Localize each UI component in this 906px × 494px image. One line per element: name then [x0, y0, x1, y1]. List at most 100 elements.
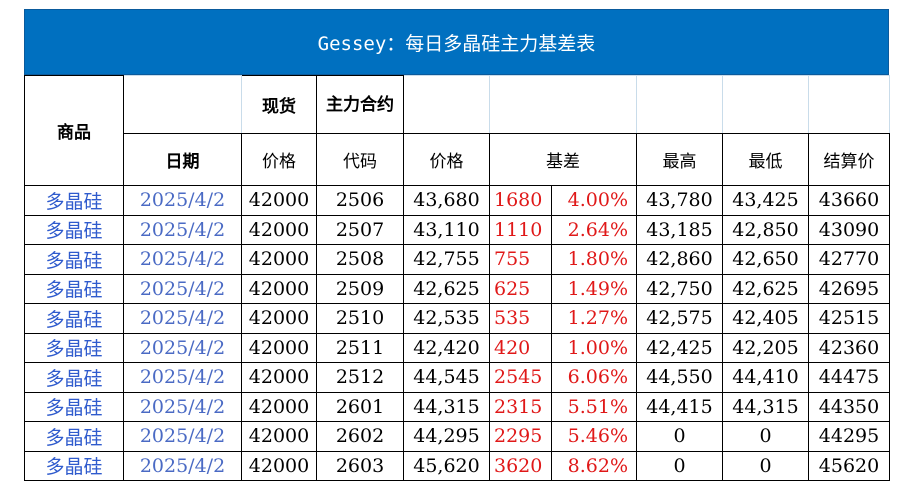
settle-cell: 42360 — [808, 332, 890, 363]
spot-price-cell: 42000 — [241, 362, 317, 393]
header-blank — [636, 75, 723, 134]
settle-cell: 44475 — [808, 362, 890, 393]
spot-price-cell: 42000 — [241, 214, 317, 245]
spot-price-cell: 42000 — [241, 332, 317, 363]
header-product: 商品 — [24, 75, 124, 186]
basis-percent-cell: 1.80% — [551, 244, 637, 275]
high-cell: 44,415 — [636, 391, 723, 422]
settle-cell: 42695 — [808, 273, 890, 304]
basis-percent-cell: 8.62% — [551, 450, 637, 481]
date-cell: 2025/4/2 — [123, 273, 242, 304]
settle-cell: 43090 — [808, 214, 890, 245]
table-row: 多晶硅 2025/4/2 42000 2601 44,315 2315 5.51% 44,41… — [24, 391, 890, 422]
product-cell: 多晶硅 — [24, 332, 124, 363]
low-cell: 42,650 — [722, 244, 809, 275]
date-cell: 2025/4/2 — [123, 450, 242, 481]
header-high: 最高 — [636, 133, 723, 186]
price-cell: 43,110 — [403, 214, 490, 245]
basis-percent-cell: 6.06% — [551, 362, 637, 393]
spot-price-cell: 42000 — [241, 185, 317, 216]
settle-cell: 45620 — [808, 450, 890, 481]
low-cell: 42,205 — [722, 332, 809, 363]
date-cell: 2025/4/2 — [123, 185, 242, 216]
basis-cell: 2315 — [489, 391, 552, 422]
table-title: Gessey：每日多晶硅主力基差表 — [24, 9, 889, 75]
low-cell: 0 — [722, 421, 809, 452]
contract-code-cell: 2603 — [316, 450, 404, 481]
low-cell: 44,410 — [722, 362, 809, 393]
low-cell: 44,315 — [722, 391, 809, 422]
date-cell: 2025/4/2 — [123, 421, 242, 452]
spot-price-cell: 42000 — [241, 391, 317, 422]
basis-percent-cell: 2.64% — [551, 214, 637, 245]
date-cell: 2025/4/2 — [123, 214, 242, 245]
high-cell: 42,860 — [636, 244, 723, 275]
table-row: 多晶硅 2025/4/2 42000 2507 43,110 1110 2.64% 43,18… — [24, 214, 890, 245]
table-row: 多晶硅 2025/4/2 42000 2602 44,295 2295 5.46% 0 0 442… — [24, 421, 890, 452]
product-cell: 多晶硅 — [24, 185, 124, 216]
low-cell: 42,405 — [722, 303, 809, 334]
spot-price-cell: 42000 — [241, 273, 317, 304]
contract-code-cell: 2508 — [316, 244, 404, 275]
price-cell: 43,680 — [403, 185, 490, 216]
header-spot: 现货 — [241, 75, 317, 134]
basis-table-container: Gessey：每日多晶硅主力基差表 商品 现货 主力合约 日期 价格 代码 价格… — [24, 9, 890, 481]
basis-cell: 535 — [489, 303, 552, 334]
table-row: 多晶硅 2025/4/2 42000 2510 42,535 535 1.27% 42,575… — [24, 303, 890, 334]
table-row: 多晶硅 2025/4/2 42000 2603 45,620 3620 8.62% 0 0 456… — [24, 450, 890, 481]
contract-code-cell: 2507 — [316, 214, 404, 245]
basis-cell: 420 — [489, 332, 552, 363]
header-date: 日期 — [123, 133, 242, 186]
table-row: 多晶硅 2025/4/2 42000 2506 43,680 1680 4.00% 43,78… — [24, 185, 890, 216]
basis-cell: 2295 — [489, 421, 552, 452]
contract-code-cell: 2511 — [316, 332, 404, 363]
basis-cell: 1110 — [489, 214, 552, 245]
contract-code-cell: 2601 — [316, 391, 404, 422]
high-cell: 43,780 — [636, 185, 723, 216]
settle-cell: 42515 — [808, 303, 890, 334]
high-cell: 0 — [636, 450, 723, 481]
header-low: 最低 — [722, 133, 809, 186]
table-row: 多晶硅 2025/4/2 42000 2512 44,545 2545 6.06% 44,55… — [24, 362, 890, 393]
high-cell: 42,575 — [636, 303, 723, 334]
date-cell: 2025/4/2 — [123, 244, 242, 275]
spot-price-cell: 42000 — [241, 450, 317, 481]
basis-cell: 2545 — [489, 362, 552, 393]
header-basis: 基差 — [489, 133, 637, 186]
table-row: 多晶硅 2025/4/2 42000 2509 42,625 625 1.49% 42,750… — [24, 273, 890, 304]
header-spot-price: 价格 — [241, 133, 317, 186]
spot-price-cell: 42000 — [241, 421, 317, 452]
header-blank — [722, 75, 809, 134]
basis-percent-cell: 5.51% — [551, 391, 637, 422]
settle-cell: 43660 — [808, 185, 890, 216]
product-cell: 多晶硅 — [24, 244, 124, 275]
basis-percent-cell: 1.49% — [551, 273, 637, 304]
date-cell: 2025/4/2 — [123, 391, 242, 422]
price-cell: 42,755 — [403, 244, 490, 275]
contract-code-cell: 2506 — [316, 185, 404, 216]
low-cell: 42,625 — [722, 273, 809, 304]
table-row: 多晶硅 2025/4/2 42000 2511 42,420 420 1.00% 42,425… — [24, 332, 890, 363]
contract-code-cell: 2509 — [316, 273, 404, 304]
header-settle: 结算价 — [808, 133, 890, 186]
price-cell: 42,535 — [403, 303, 490, 334]
basis-cell: 3620 — [489, 450, 552, 481]
high-cell: 43,185 — [636, 214, 723, 245]
high-cell: 44,550 — [636, 362, 723, 393]
header-blank — [489, 75, 637, 134]
contract-code-cell: 2510 — [316, 303, 404, 334]
product-cell: 多晶硅 — [24, 362, 124, 393]
product-cell: 多晶硅 — [24, 450, 124, 481]
spot-price-cell: 42000 — [241, 244, 317, 275]
spot-price-cell: 42000 — [241, 303, 317, 334]
settle-cell: 44350 — [808, 391, 890, 422]
basis-percent-cell: 1.00% — [551, 332, 637, 363]
header-blank — [123, 75, 242, 134]
basis-percent-cell: 4.00% — [551, 185, 637, 216]
high-cell: 42,425 — [636, 332, 723, 363]
product-cell: 多晶硅 — [24, 391, 124, 422]
date-cell: 2025/4/2 — [123, 332, 242, 363]
date-cell: 2025/4/2 — [123, 362, 242, 393]
price-cell: 42,420 — [403, 332, 490, 363]
product-cell: 多晶硅 — [24, 214, 124, 245]
